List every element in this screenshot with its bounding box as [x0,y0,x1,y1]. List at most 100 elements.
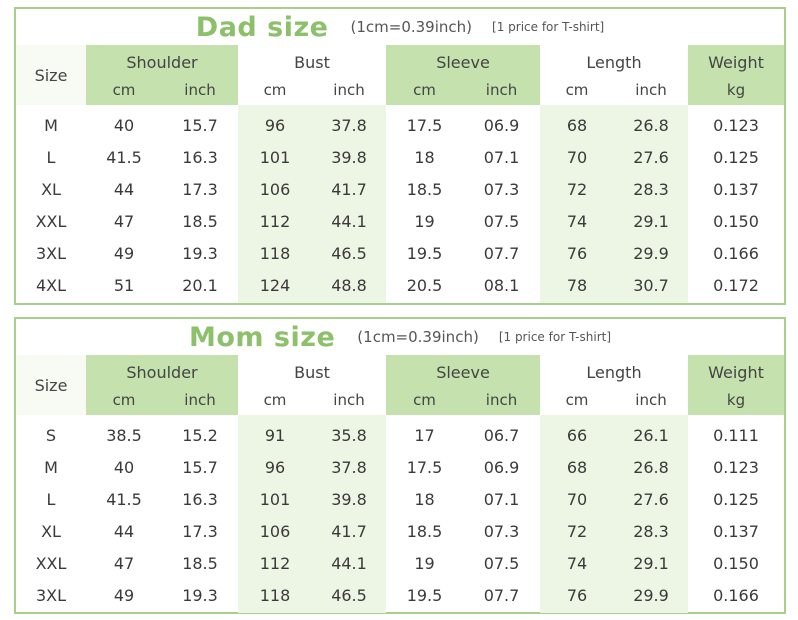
value-cm: 41.5 [106,148,142,167]
table-header: Size Shoulder cm inch Bust cm inch Sleeve cm inch… [16,355,784,415]
value-cm: 91 [264,426,286,445]
value-inch: 17.3 [182,522,218,541]
header-unit-inch: inch [333,391,365,409]
table-row: 4XL 51 20.1 124 48.8 20.5 08.1 78 30.7 0.172 [16,270,784,302]
header-weight: Weight kg [688,45,784,105]
value-cm: 112 [259,212,291,231]
value-inch: 07.7 [483,244,520,263]
value-inch: 37.8 [331,458,367,477]
header-unit-inch: inch [333,81,365,99]
value-inch: 41.7 [331,180,367,199]
value-kg: 0.123 [713,116,759,135]
value-cm: 19.5 [406,244,443,263]
header-sleeve: Sleeve cm inch [386,355,540,415]
value-inch: 39.8 [331,490,367,509]
value-cm: 68 [566,458,588,477]
size-cell: S [45,426,57,445]
value-kg: 0.150 [713,554,759,573]
value-cm: 70 [566,490,588,509]
size-cell: XXL [35,212,67,231]
value-inch: 07.1 [483,490,520,509]
value-inch: 18.5 [182,554,218,573]
value-kg: 0.166 [713,586,759,605]
size-cell: M [44,116,58,135]
value-inch: 39.8 [331,148,367,167]
dad-title-bar: Dad size (1cm=0.39inch) [1 price for T-s… [16,9,784,46]
size-cell: XL [41,522,61,541]
header-group-label: Length [586,363,642,382]
value-kg: 0.111 [713,426,759,445]
value-inch: 07.1 [483,148,520,167]
header-sleeve: Sleeve cm inch [386,45,540,105]
value-cm: 20.5 [406,276,443,295]
mom-price-note: [1 price for T-shirt] [498,330,612,344]
value-cm: 18 [414,490,435,509]
value-cm: 18 [414,148,435,167]
value-cm: 101 [259,148,291,167]
value-cm: 47 [113,212,135,231]
value-inch: 19.3 [182,244,218,263]
size-cell: L [46,490,56,509]
column-shade [540,415,688,613]
header-unit-cm: cm [565,81,589,99]
value-inch: 17.3 [182,180,218,199]
value-inch: 41.7 [331,522,367,541]
value-inch: 07.3 [483,180,520,199]
value-kg: 0.137 [713,180,759,199]
value-inch: 48.8 [331,276,367,295]
value-inch: 37.8 [331,116,367,135]
value-cm: 96 [264,116,286,135]
value-cm: 47 [113,554,135,573]
value-inch: 20.1 [182,276,218,295]
value-kg: 0.125 [713,148,759,167]
header-unit-cm: cm [112,81,136,99]
table-row: XL 44 17.3 106 41.7 18.5 07.3 72 28.3 0.137 [16,516,784,548]
value-cm: 106 [259,180,291,199]
value-inch: 29.1 [633,212,669,231]
value-cm: 41.5 [106,490,142,509]
value-kg: 0.137 [713,522,759,541]
value-cm: 70 [566,148,588,167]
column-shade [540,105,688,303]
header-unit-cm: cm [413,81,436,99]
value-cm: 19 [414,212,435,231]
value-cm: 19 [414,554,435,573]
header-unit-inch: inch [485,391,518,409]
value-inch: 27.6 [633,148,669,167]
header-unit-cm: cm [112,391,136,409]
value-inch: 46.5 [331,244,367,263]
value-inch: 27.6 [633,490,669,509]
size-cell: XL [41,180,61,199]
value-cm: 118 [259,244,291,263]
value-cm: 49 [113,586,135,605]
header-unit-cm: cm [565,391,589,409]
value-inch: 07.7 [483,586,520,605]
value-inch: 06.9 [483,116,520,135]
header-group-label: Shoulder [126,53,198,72]
value-cm: 96 [264,458,286,477]
value-cm: 76 [566,586,588,605]
header-group-label: Length [586,53,642,72]
table-row: XL 44 17.3 106 41.7 18.5 07.3 72 28.3 0.137 [16,174,784,206]
value-cm: 49 [113,244,135,263]
size-cell: XXL [35,554,67,573]
size-cell: 3XL [35,586,67,605]
column-shade [238,415,386,613]
header-bust: Bust cm inch [238,355,386,415]
value-kg: 0.166 [713,244,759,263]
size-cell: 4XL [35,276,67,295]
dad-price-note: [1 price for T-shirt] [492,20,605,34]
value-inch: 15.7 [182,458,218,477]
header-length: Length cm inch [540,45,688,105]
value-inch: 16.3 [182,148,218,167]
value-cm: 78 [566,276,588,295]
value-cm: 112 [259,554,291,573]
value-inch: 46.5 [331,586,367,605]
value-cm: 40 [113,458,135,477]
value-inch: 35.8 [331,426,367,445]
value-inch: 29.1 [633,554,669,573]
mom-title-bar: Mom size (1cm=0.39inch) [1 price for T-s… [16,319,784,356]
value-cm: 118 [259,586,291,605]
value-kg: 0.150 [713,212,759,231]
size-cell: L [46,148,56,167]
